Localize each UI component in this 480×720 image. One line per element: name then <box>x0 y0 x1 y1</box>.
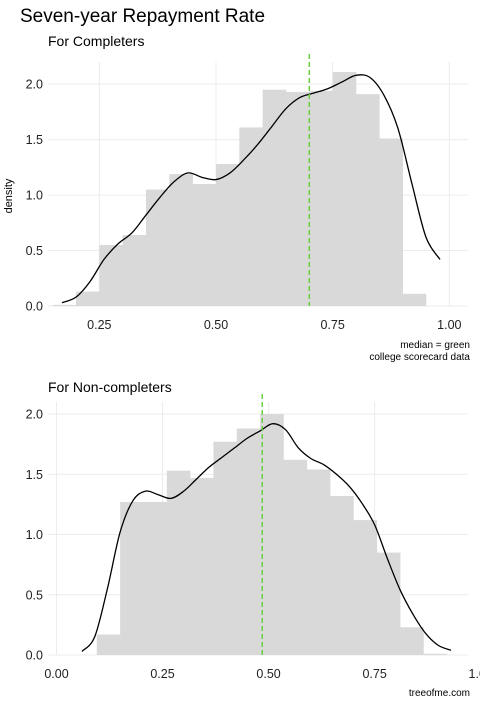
caption-source: college scorecard data <box>369 352 470 363</box>
histogram-bar <box>353 520 378 655</box>
histogram-bar <box>239 127 263 306</box>
caption-median-note: median = green <box>400 340 470 351</box>
y-tick-label: 1.5 <box>26 133 43 147</box>
density-curve <box>81 423 452 652</box>
histogram-bar <box>402 293 427 306</box>
histogram-bar <box>169 174 193 306</box>
histogram-bar <box>96 634 121 655</box>
x-tick-label: 0.75 <box>362 667 386 681</box>
histogram-bar <box>76 291 100 306</box>
histogram-bar <box>376 552 401 655</box>
x-tick-label: 1.00 <box>437 318 461 332</box>
y-tick-label: 0.0 <box>26 300 43 314</box>
caption-top: median = green college scorecard data <box>369 340 470 364</box>
histogram-bar <box>52 304 77 306</box>
histogram-bar <box>99 245 123 306</box>
x-tick-label: 1.00 <box>469 667 480 681</box>
y-tick-label: 1.0 <box>26 528 43 542</box>
histogram-bar <box>190 477 214 655</box>
histogram-bar <box>166 470 191 655</box>
panel-non-completers: 0.0 0.5 1.0 1.5 2.0 0.00 0.25 0.50 0.75 1.00 <box>26 394 480 681</box>
chart-title: Seven-year Repayment Rate <box>20 6 266 27</box>
histogram-bar <box>379 138 403 306</box>
x-tick-label: 0.50 <box>256 667 280 681</box>
panel-2-subtitle: For Non-completers <box>48 379 172 395</box>
x-tick-label: 0.50 <box>204 318 228 332</box>
caption-bottom: treeofme.com <box>408 688 470 699</box>
histogram-bar <box>330 495 354 655</box>
y-tick-label: 1.5 <box>26 468 43 482</box>
histogram-bar <box>356 94 380 306</box>
x-tick-label: 0.25 <box>150 667 174 681</box>
histogram-bar <box>120 501 144 655</box>
panel-completers: 0.0 0.5 1.0 1.5 2.0 0.25 0.50 0.75 1.00 <box>26 54 468 332</box>
histogram-bar <box>306 469 331 655</box>
y-tick-label: 0.5 <box>26 244 43 258</box>
y-tick-label: 1.0 <box>26 189 43 203</box>
x-tick-label: 0.25 <box>87 318 111 332</box>
histogram-bar <box>122 235 147 306</box>
y-tick-label: 0.0 <box>26 649 43 663</box>
histogram-bar <box>213 441 238 655</box>
histogram-bar <box>192 184 217 306</box>
histogram-bar <box>283 459 308 655</box>
histogram-bar <box>423 653 448 655</box>
density-curve <box>61 74 441 304</box>
y-tick-label: 0.5 <box>26 588 43 602</box>
histogram-bar <box>262 89 287 307</box>
histogram-bar <box>260 414 284 655</box>
y-tick-label: 2.0 <box>26 408 43 422</box>
histogram-bar <box>309 90 333 306</box>
histogram-bar <box>332 71 357 307</box>
x-tick-label: 0.00 <box>44 667 68 681</box>
x-tick-label: 0.75 <box>320 318 344 332</box>
histogram-bar <box>143 501 168 655</box>
histogram-bar <box>286 91 310 306</box>
histogram-bar <box>146 189 170 306</box>
histogram-bar <box>400 627 424 655</box>
histogram-bar <box>216 164 240 306</box>
histogram-bar <box>236 428 261 655</box>
panel-1-subtitle: For Completers <box>48 33 145 49</box>
y-tick-label: 2.0 <box>26 78 43 92</box>
